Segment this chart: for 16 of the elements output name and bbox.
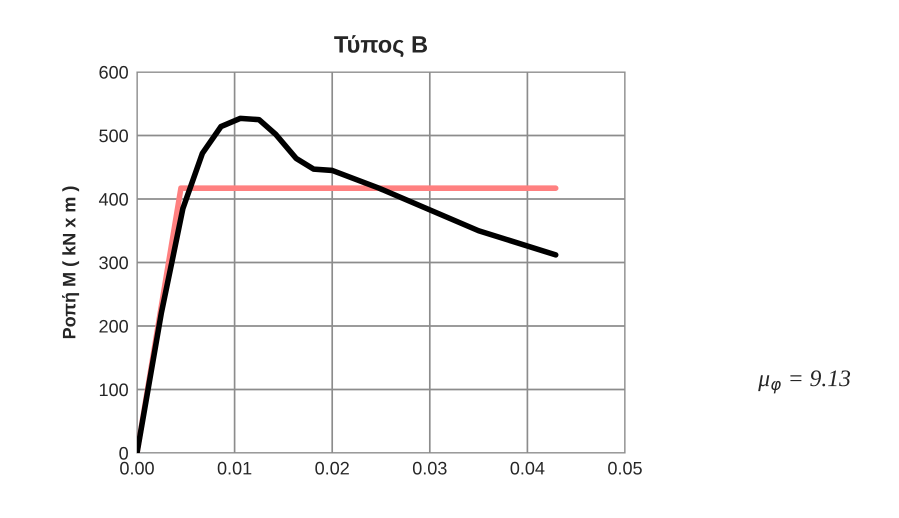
x-tick-label: 0.04 [510,462,544,475]
y-tick-label: 300 [99,256,128,270]
y-tick-label: 500 [99,129,128,142]
y-tick-label: 0 [119,446,128,460]
chart-title: Τύπος Β [334,35,428,58]
x-tick-label: 0.01 [218,462,252,475]
x-tick-label: 0.03 [412,462,447,475]
x-tick-label: 0.00 [120,462,154,475]
x-tick-label: 0.02 [315,462,349,475]
y-axis-title: Ροπή Μ ( kN x m ) [62,186,80,338]
y-tick-label: 100 [100,383,128,396]
x-tick-label: 0.05 [608,462,642,475]
y-tick-label: 400 [98,192,128,206]
text: μ$_{φ}$ = 9.13 [758,370,850,394]
y-tick-label: 600 [99,66,128,79]
y-tick-label: 200 [99,320,128,333]
